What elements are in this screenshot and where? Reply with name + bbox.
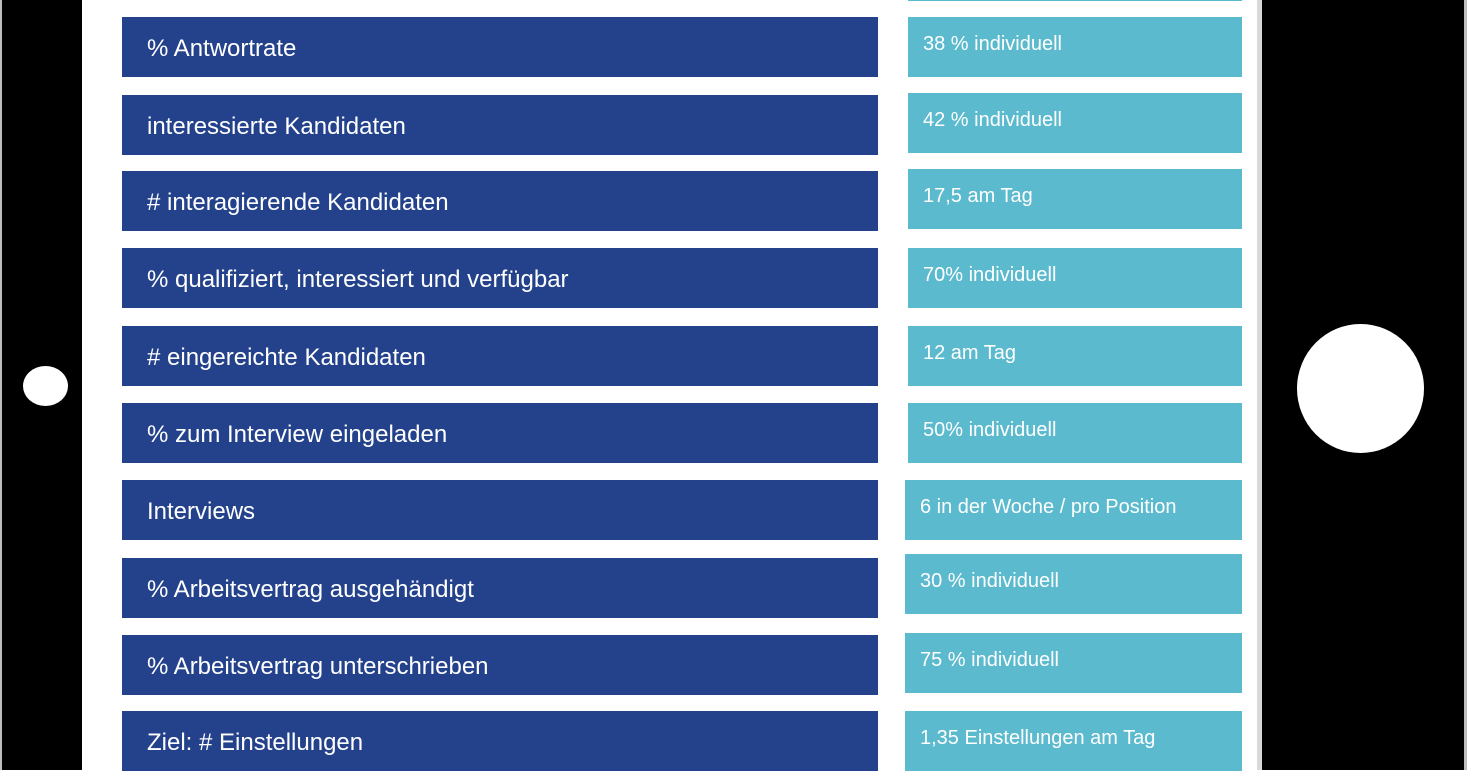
metric-label-arbeitsvertrag-ausgehaendigt: % Arbeitsvertrag ausgehändigt bbox=[122, 558, 878, 618]
metric-label-eingereichte-kandidaten: # eingereichte Kandidaten bbox=[122, 326, 878, 386]
metric-label-interview-eingeladen: % zum Interview eingeladen bbox=[122, 403, 878, 463]
metric-label-interviews: Interviews bbox=[122, 480, 878, 540]
metric-value-interessierte-kandidaten: 42 % individuell bbox=[908, 93, 1242, 153]
home-button[interactable] bbox=[1297, 324, 1424, 453]
metric-label-qualifiziert: % qualifiziert, interessiert und verfügb… bbox=[122, 248, 878, 308]
metric-label-ziel-einstellungen: Ziel: # Einstellungen bbox=[122, 711, 878, 771]
metric-value-interview-eingeladen: 50% individuell bbox=[908, 403, 1242, 463]
metric-label-antwortrate: % Antwortrate bbox=[122, 17, 878, 77]
metric-value-qualifiziert: 70% individuell bbox=[908, 248, 1242, 308]
metric-value-ziel-einstellungen: 1,35 Einstellungen am Tag bbox=[905, 711, 1242, 771]
camera-icon bbox=[23, 366, 68, 406]
metric-label-interagierende-kandidaten: # interagierende Kandidaten bbox=[122, 171, 878, 231]
metric-value-arbeitsvertrag-ausgehaendigt: 30 % individuell bbox=[905, 554, 1242, 614]
metric-value-interagierende-kandidaten: 17,5 am Tag bbox=[908, 169, 1242, 229]
metric-value-arbeitsvertrag-unterschrieben: 75 % individuell bbox=[905, 633, 1242, 693]
screen-edge bbox=[1257, 0, 1262, 770]
metric-value-interviews: 6 in der Woche / pro Position bbox=[905, 480, 1242, 540]
metric-value-antwortrate: 38 % individuell bbox=[908, 17, 1242, 77]
metric-label-arbeitsvertrag-unterschrieben: % Arbeitsvertrag unterschrieben bbox=[122, 635, 878, 695]
metric-label-interessierte-kandidaten: interessierte Kandidaten bbox=[122, 95, 878, 155]
metric-value-eingereichte-kandidaten: 12 am Tag bbox=[908, 326, 1242, 386]
previous-value-box bbox=[908, 0, 1242, 1]
device-edge-left bbox=[0, 0, 2, 770]
device-edge-right bbox=[1464, 0, 1467, 770]
